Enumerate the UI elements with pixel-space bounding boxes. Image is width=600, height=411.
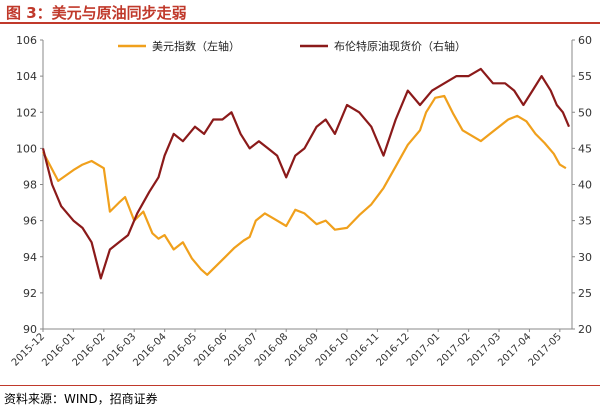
title-divider bbox=[0, 22, 600, 24]
y-right-tick-label: 45 bbox=[578, 142, 592, 155]
y-right-tick-label: 20 bbox=[578, 323, 592, 336]
footer-divider bbox=[0, 385, 600, 386]
y-left-tick-label: 98 bbox=[23, 179, 37, 192]
usd-index-line bbox=[42, 94, 567, 276]
y-right-tick-label: 30 bbox=[578, 251, 592, 264]
x-tick-label: 2017-05 bbox=[527, 331, 564, 368]
legend: 美元指数（左轴） 布伦特原油现货价（右轴） bbox=[118, 39, 466, 53]
y-right-tick-label: 60 bbox=[578, 34, 592, 47]
legend-oil-label: 布伦特原油现货价（右轴） bbox=[334, 39, 466, 53]
y-left-tick-label: 104 bbox=[16, 70, 37, 83]
y-left-tick-label: 106 bbox=[16, 34, 37, 47]
brent-oil-line bbox=[41, 67, 571, 280]
y-left-tick-label: 94 bbox=[23, 251, 37, 264]
y-left-tick-label: 92 bbox=[23, 287, 37, 300]
figure-title: 图 3：美元与原油同步走弱 bbox=[6, 4, 187, 22]
y-right-tick-label: 25 bbox=[578, 287, 592, 300]
y-left-tick-label: 96 bbox=[23, 215, 37, 228]
source-note: 资料来源：WIND，招商证券 bbox=[4, 392, 158, 406]
y-right-tick-label: 55 bbox=[578, 70, 592, 83]
y-right-tick-label: 50 bbox=[578, 106, 592, 119]
y-left-tick-label: 100 bbox=[16, 142, 37, 155]
legend-usd-label: 美元指数（左轴） bbox=[152, 39, 240, 53]
dual-axis-line-chart: 90 92 94 96 98 100 102 104 106 20 25 30 35 40 45 50 55 60… bbox=[10, 34, 592, 369]
y-left-tick-label: 90 bbox=[23, 323, 37, 336]
y-left-tick-label: 102 bbox=[16, 106, 37, 119]
series-lines bbox=[41, 67, 571, 280]
y-right-tick-label: 40 bbox=[578, 179, 592, 192]
y-right-tick-label: 35 bbox=[578, 215, 592, 228]
